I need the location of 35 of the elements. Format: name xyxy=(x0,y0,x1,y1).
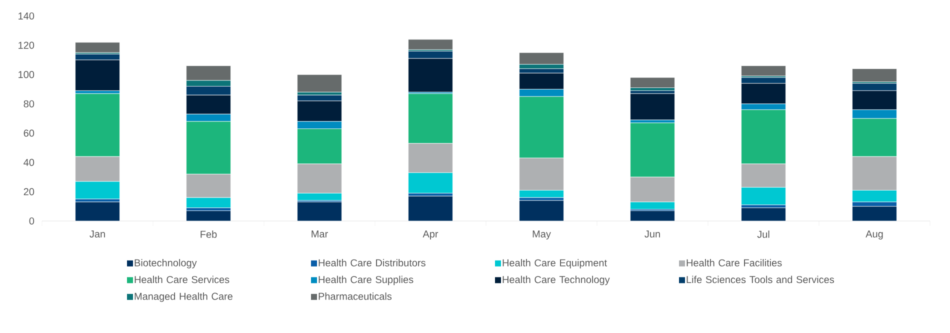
bar xyxy=(297,74,342,92)
x-tick-label: May xyxy=(532,230,551,240)
legend-label: Pharmaceuticals xyxy=(318,292,392,300)
x-tick-label: Feb xyxy=(200,230,217,238)
y-tick-label: 0 xyxy=(29,217,34,225)
x-tick-label: Mar xyxy=(312,230,328,238)
bar xyxy=(75,202,120,222)
legend-label: Health Care Supplies xyxy=(318,276,414,286)
legend-label: Health Care Technology xyxy=(502,276,610,286)
x-tick-label: Jun xyxy=(644,230,660,238)
legend-label: Life Sciences Tools and Services xyxy=(686,276,834,284)
x-tick-label: Aug xyxy=(866,230,883,240)
x-tick-label: Jan xyxy=(90,230,105,238)
bar xyxy=(630,93,675,120)
bar xyxy=(741,208,786,222)
y-tick-label: 60 xyxy=(24,130,34,137)
y-tick-label: 20 xyxy=(24,188,34,196)
legend-label: Biotechnology xyxy=(134,259,197,268)
y-tick-label: 120 xyxy=(18,42,34,49)
y-tick-label: 40 xyxy=(24,158,34,166)
x-tick-label: Jul xyxy=(757,230,770,238)
bar xyxy=(519,52,564,65)
bar xyxy=(519,200,564,222)
bar xyxy=(186,210,231,222)
y-tick-label: 80 xyxy=(24,100,34,108)
legend-label: Health Care Distributors xyxy=(318,259,426,266)
bar xyxy=(630,77,675,88)
x-tick-label: Apr xyxy=(422,230,438,240)
legend-label: Health Care Equipment xyxy=(502,259,607,268)
legend-label: Managed Health Care xyxy=(134,292,232,302)
y-tick-label: 100 xyxy=(18,71,34,78)
bar xyxy=(408,196,453,222)
legend-label: Health Care Facilities xyxy=(686,259,782,266)
legend-label: Health Care Services xyxy=(134,276,230,284)
y-tick-label: 140 xyxy=(18,12,34,20)
